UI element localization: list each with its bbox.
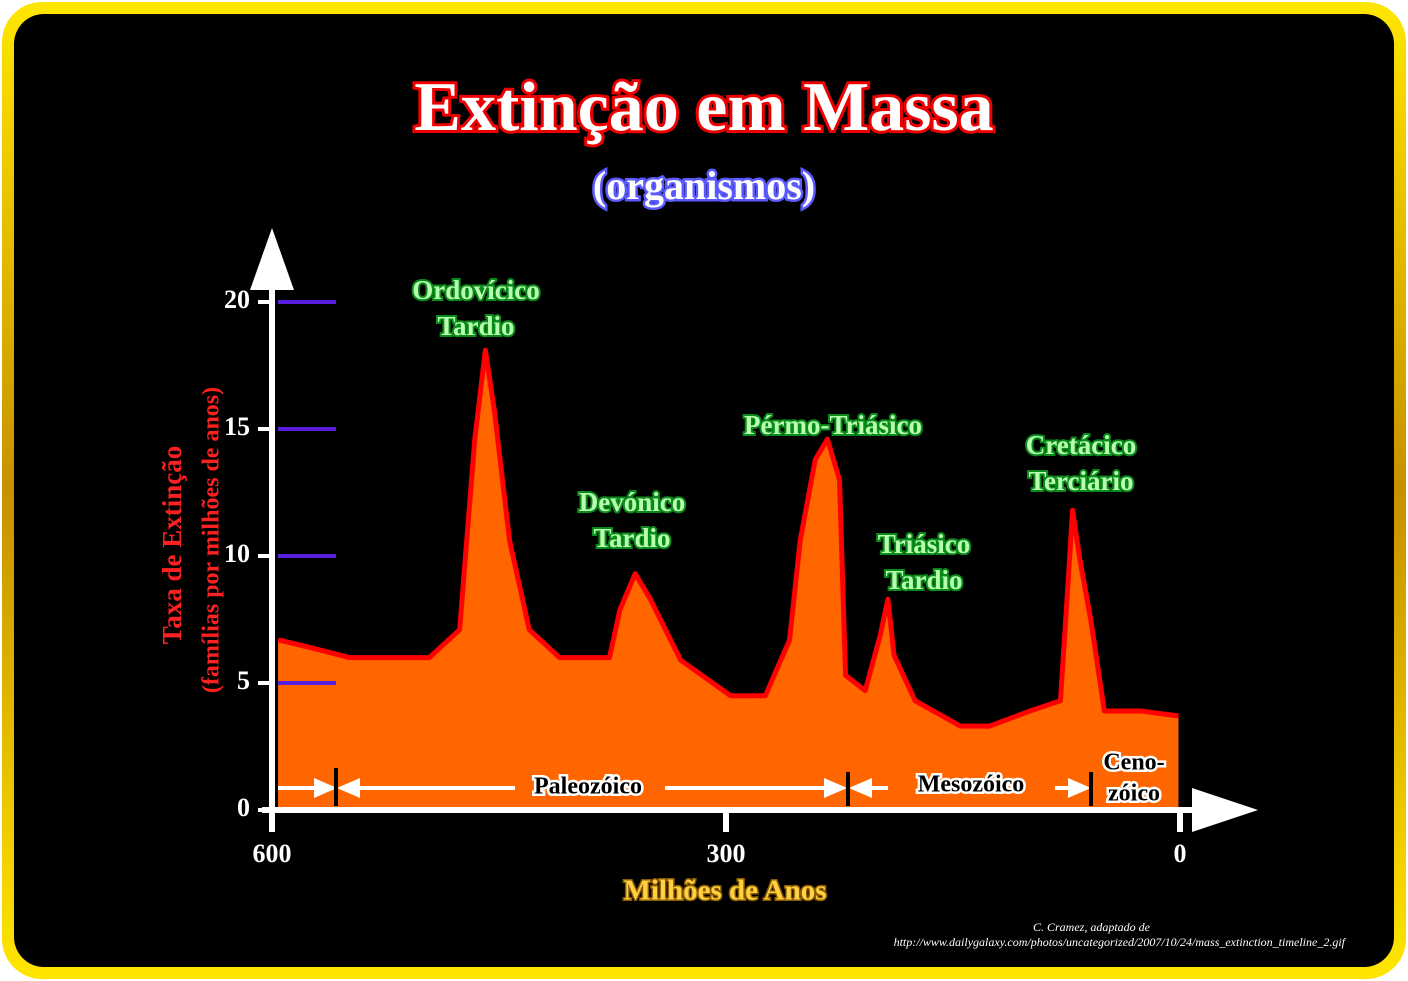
y-arrow <box>250 228 294 290</box>
y-tick-label: 15 <box>224 412 250 441</box>
area-line <box>277 347 1179 729</box>
x-tick-label: 600 <box>253 839 292 868</box>
y-tick-label: 20 <box>224 285 250 314</box>
area <box>278 350 1179 810</box>
y-axis-label: Taxa de Extinção <box>157 446 187 645</box>
x-tick-label: 300 <box>707 839 746 868</box>
annotation: Devónico <box>579 487 685 517</box>
source: http://www.dailygalaxy.com/photos/uncate… <box>894 935 1347 949</box>
y-tick-label: 0 <box>237 793 250 822</box>
annotation: Cretácico <box>1026 430 1136 460</box>
annotation: Terciário <box>1029 466 1134 496</box>
annotation: Pérmo-Triásico <box>744 410 922 440</box>
era-boundaries <box>334 768 1093 806</box>
era-label: zóico <box>1108 781 1160 807</box>
x-tick-label: 0 <box>1174 839 1187 868</box>
source: C. Cramez, adaptado de <box>1033 920 1151 934</box>
x-axis-label: Milhões de Anos <box>623 875 826 907</box>
plot <box>277 347 1179 810</box>
y-axis-label: (famílias por milhões de anos) <box>199 387 225 693</box>
era-label: Ceno- <box>1103 750 1164 776</box>
chart-title: Extinção em Massa <box>414 69 993 146</box>
era-label: Mesozóico <box>918 772 1025 798</box>
era-arrows <box>278 777 1091 799</box>
y-tick-label: 10 <box>224 539 250 568</box>
era-label: Paleozóico <box>534 774 642 800</box>
annotation: Ordovícico <box>412 275 539 305</box>
annotation: Tardio <box>593 523 670 553</box>
annotation: Tardio <box>437 311 514 341</box>
x-arrow <box>1192 788 1258 832</box>
annotation: Tardio <box>885 565 962 595</box>
y-tick-label: 5 <box>237 666 250 695</box>
chart-subtitle: (organismos) <box>593 163 815 208</box>
annotation: Triásico <box>878 529 970 559</box>
